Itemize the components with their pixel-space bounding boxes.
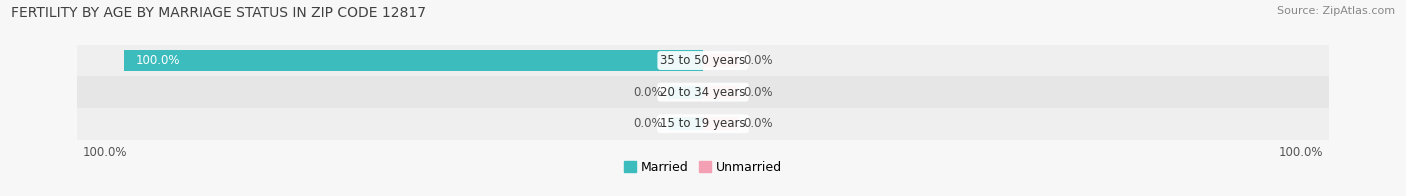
Text: 0.0%: 0.0% xyxy=(633,86,662,99)
Bar xyxy=(668,86,703,99)
Text: 0.0%: 0.0% xyxy=(744,54,773,67)
Text: Source: ZipAtlas.com: Source: ZipAtlas.com xyxy=(1277,6,1395,16)
Bar xyxy=(703,117,738,130)
Legend: Married, Unmarried: Married, Unmarried xyxy=(619,156,787,179)
Text: 100.0%: 100.0% xyxy=(135,54,180,67)
Text: 15 to 19 years: 15 to 19 years xyxy=(661,117,745,130)
Bar xyxy=(124,50,703,71)
Text: 35 to 50 years: 35 to 50 years xyxy=(661,54,745,67)
Text: 0.0%: 0.0% xyxy=(744,117,773,130)
Text: FERTILITY BY AGE BY MARRIAGE STATUS IN ZIP CODE 12817: FERTILITY BY AGE BY MARRIAGE STATUS IN Z… xyxy=(11,6,426,20)
Bar xyxy=(668,54,703,67)
Text: 0.0%: 0.0% xyxy=(744,86,773,99)
Text: 100.0%: 100.0% xyxy=(1278,146,1323,159)
Bar xyxy=(66,45,1340,76)
Text: 100.0%: 100.0% xyxy=(83,146,128,159)
Text: 0.0%: 0.0% xyxy=(633,117,662,130)
Bar xyxy=(703,54,738,67)
Text: 20 to 34 years: 20 to 34 years xyxy=(661,86,745,99)
Bar xyxy=(66,76,1340,108)
Bar xyxy=(668,117,703,130)
Bar xyxy=(66,108,1340,140)
Bar xyxy=(703,86,738,99)
